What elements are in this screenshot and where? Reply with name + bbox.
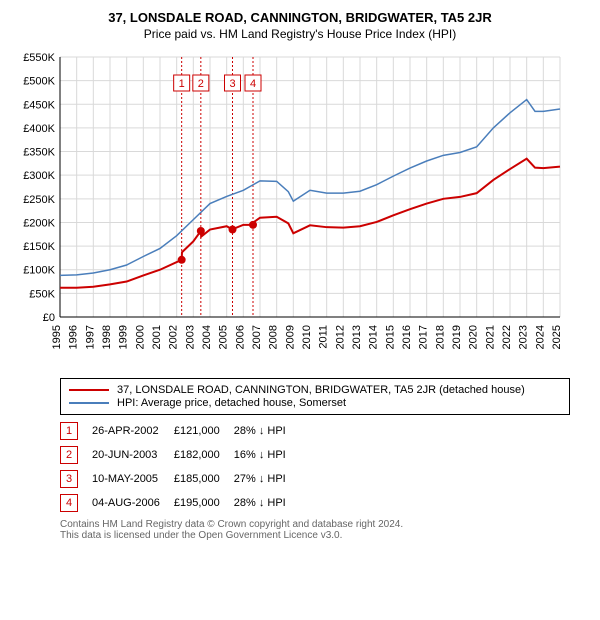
svg-text:2017: 2017 [418, 325, 430, 349]
sale-badge: 3 [60, 470, 78, 488]
svg-text:2024: 2024 [534, 325, 546, 349]
svg-text:1995: 1995 [51, 325, 63, 349]
chart-area: £0 £50K £100K £150K £200K £250K £300K £350K £400… [10, 47, 590, 372]
sale-delta: 27% ↓ HPI [234, 467, 300, 491]
legend-item: 37, LONSDALE ROAD, CANNINGTON, BRIDGWATE… [69, 384, 561, 396]
svg-text:2016: 2016 [401, 325, 413, 349]
svg-text:3: 3 [229, 78, 235, 90]
chart-subtitle: Price paid vs. HM Land Registry's House … [10, 27, 590, 41]
svg-text:£200K: £200K [23, 217, 55, 229]
svg-text:2007: 2007 [251, 325, 263, 349]
legend-item: HPI: Average price, detached house, Some… [69, 397, 561, 409]
svg-text:1999: 1999 [118, 325, 130, 349]
svg-text:2: 2 [198, 78, 204, 90]
sale-price: £195,000 [174, 491, 234, 515]
legend: 37, LONSDALE ROAD, CANNINGTON, BRIDGWATE… [60, 378, 570, 415]
sale-date: 26-APR-2002 [92, 419, 174, 443]
footer-attribution: Contains HM Land Registry data © Crown c… [60, 519, 570, 541]
sale-delta: 28% ↓ HPI [234, 491, 300, 515]
sale-badge: 4 [60, 494, 78, 512]
svg-text:2008: 2008 [268, 325, 280, 349]
svg-text:2009: 2009 [284, 325, 296, 349]
svg-text:2014: 2014 [368, 325, 380, 349]
sale-delta: 28% ↓ HPI [234, 419, 300, 443]
footer-line-1: Contains HM Land Registry data © Crown c… [60, 519, 570, 530]
footer-line-2: This data is licensed under the Open Gov… [60, 530, 570, 541]
svg-text:£400K: £400K [23, 123, 55, 135]
svg-text:2013: 2013 [351, 325, 363, 349]
sale-price: £182,000 [174, 443, 234, 467]
sale-price: £185,000 [174, 467, 234, 491]
sales-table: 126-APR-2002£121,00028% ↓ HPI220-JUN-200… [60, 419, 300, 515]
svg-text:2011: 2011 [318, 325, 330, 349]
svg-text:2005: 2005 [218, 325, 230, 349]
sale-date: 10-MAY-2005 [92, 467, 174, 491]
sale-delta: 16% ↓ HPI [234, 443, 300, 467]
price-chart: £0 £50K £100K £150K £200K £250K £300K £350K £400… [10, 47, 570, 367]
svg-text:£0: £0 [43, 312, 55, 324]
svg-text:2023: 2023 [518, 325, 530, 349]
svg-text:2003: 2003 [184, 325, 196, 349]
svg-text:1: 1 [179, 78, 185, 90]
table-row: 1 26-APR-2002£121,00028% ↓ HPI [60, 419, 300, 443]
svg-text:2020: 2020 [468, 325, 480, 349]
chart-title: 37, LONSDALE ROAD, CANNINGTON, BRIDGWATE… [10, 10, 590, 25]
svg-text:2000: 2000 [134, 325, 146, 349]
svg-text:£100K: £100K [23, 265, 55, 277]
svg-text:1997: 1997 [84, 325, 96, 349]
svg-text:2025: 2025 [551, 325, 563, 349]
svg-text:2006: 2006 [234, 325, 246, 349]
table-row: 2 20-JUN-2003£182,00016% ↓ HPI [60, 443, 300, 467]
svg-text:£250K: £250K [23, 194, 55, 206]
svg-text:4: 4 [250, 78, 256, 90]
svg-text:2019: 2019 [451, 325, 463, 349]
svg-text:2004: 2004 [201, 325, 213, 349]
svg-text:£350K: £350K [23, 147, 55, 159]
svg-text:£550K: £550K [23, 52, 55, 64]
svg-text:2010: 2010 [301, 325, 313, 349]
svg-text:2018: 2018 [434, 325, 446, 349]
svg-text:£500K: £500K [23, 76, 55, 88]
legend-swatch [69, 402, 109, 404]
legend-label: 37, LONSDALE ROAD, CANNINGTON, BRIDGWATE… [117, 384, 525, 396]
svg-text:2021: 2021 [484, 325, 496, 349]
svg-text:£150K: £150K [23, 241, 55, 253]
svg-text:£450K: £450K [23, 99, 55, 111]
table-row: 3 10-MAY-2005£185,00027% ↓ HPI [60, 467, 300, 491]
svg-text:2015: 2015 [384, 325, 396, 349]
svg-text:2002: 2002 [168, 325, 180, 349]
sale-date: 04-AUG-2006 [92, 491, 174, 515]
svg-text:1996: 1996 [68, 325, 80, 349]
svg-text:£300K: £300K [23, 170, 55, 182]
table-row: 4 04-AUG-2006£195,00028% ↓ HPI [60, 491, 300, 515]
svg-text:£50K: £50K [29, 288, 55, 300]
sale-badge: 2 [60, 446, 78, 464]
legend-label: HPI: Average price, detached house, Some… [117, 397, 346, 409]
sale-badge: 1 [60, 422, 78, 440]
svg-text:2012: 2012 [334, 325, 346, 349]
legend-swatch [69, 389, 109, 391]
sale-price: £121,000 [174, 419, 234, 443]
svg-text:2022: 2022 [501, 325, 513, 349]
sale-date: 20-JUN-2003 [92, 443, 174, 467]
svg-text:2001: 2001 [151, 325, 163, 349]
svg-text:1998: 1998 [101, 325, 113, 349]
